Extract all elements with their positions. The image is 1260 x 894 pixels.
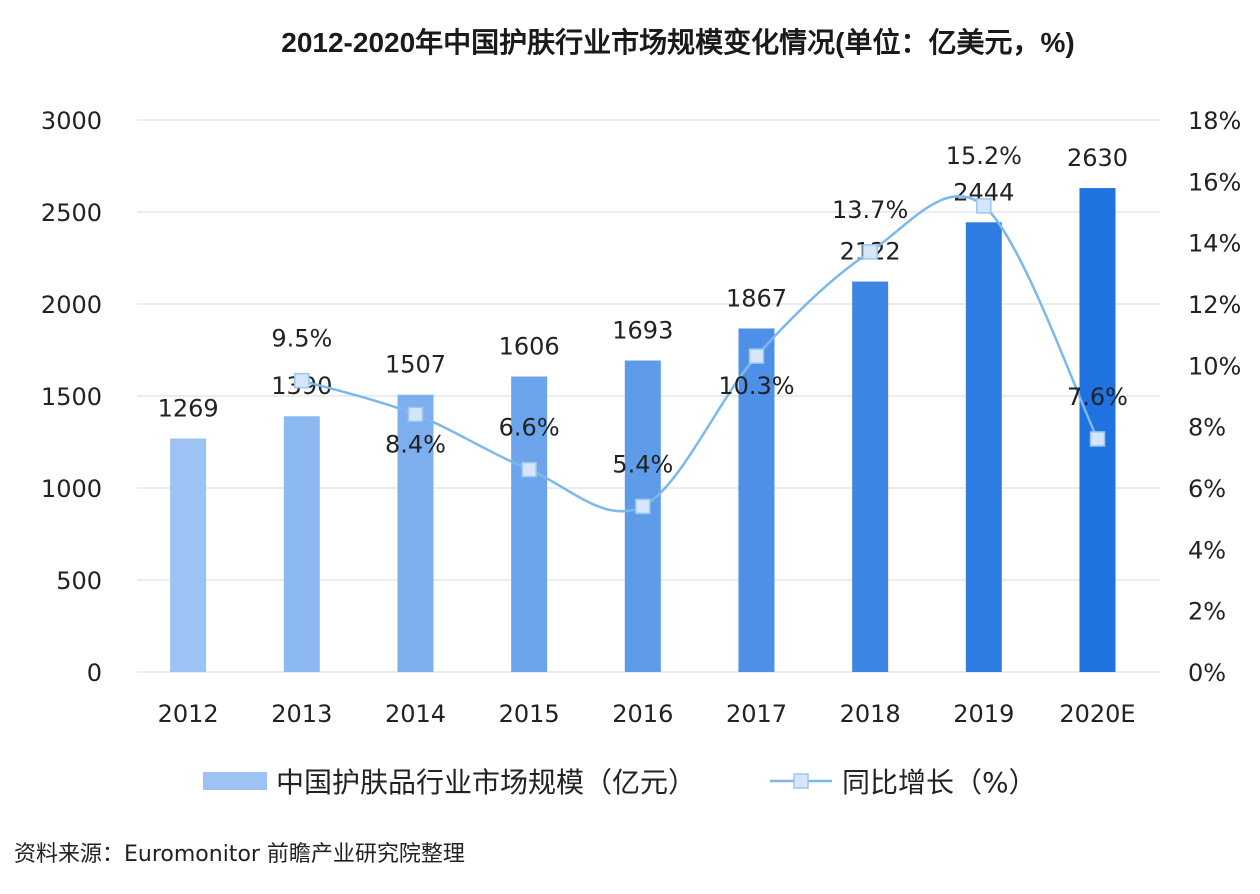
x-tick-label: 2016 bbox=[612, 700, 673, 728]
legend-line-label: 同比增长（%） bbox=[842, 766, 1037, 799]
bar-2019 bbox=[965, 222, 1002, 672]
right-tick-label: 6% bbox=[1188, 475, 1226, 503]
bar-value-label: 1606 bbox=[499, 332, 560, 360]
growth-value-label: 8.4% bbox=[385, 430, 446, 458]
chart-title: 2012-2020年中国护肤行业市场规模变化情况(单位：亿美元，%) bbox=[281, 26, 1074, 58]
bar-2018 bbox=[852, 281, 889, 672]
growth-marker-2018 bbox=[862, 244, 878, 260]
growth-value-label: 10.3% bbox=[718, 372, 794, 400]
left-tick-label: 500 bbox=[56, 567, 102, 595]
bar-value-label: 1693 bbox=[612, 316, 673, 344]
right-tick-label: 14% bbox=[1188, 230, 1241, 258]
legend-line-marker bbox=[793, 773, 809, 789]
bar-2016 bbox=[624, 360, 661, 672]
left-tick-label: 2000 bbox=[41, 291, 102, 319]
growth-value-label: 15.2% bbox=[946, 142, 1022, 170]
legend-bar-label: 中国护肤品行业市场规模（亿元） bbox=[276, 766, 696, 799]
growth-marker-2019 bbox=[976, 198, 992, 214]
right-tick-label: 0% bbox=[1188, 659, 1226, 687]
growth-value-label: 7.6% bbox=[1067, 383, 1128, 411]
bar-2017 bbox=[738, 328, 775, 672]
growth-value-label: 9.5% bbox=[271, 325, 332, 353]
growth-marker-2014 bbox=[407, 406, 424, 423]
left-tick-label: 1500 bbox=[41, 383, 102, 411]
bar-value-label: 1507 bbox=[385, 351, 446, 379]
growth-marker-2013 bbox=[294, 372, 310, 389]
right-tick-label: 18% bbox=[1188, 107, 1241, 135]
x-tick-label: 2019 bbox=[953, 700, 1014, 728]
right-tick-label: 12% bbox=[1188, 291, 1241, 319]
right-tick-label: 10% bbox=[1188, 352, 1241, 380]
right-tick-label: 8% bbox=[1188, 414, 1226, 442]
x-tick-label: 2015 bbox=[499, 700, 560, 728]
right-tick-label: 2% bbox=[1188, 598, 1226, 626]
growth-marker-2016 bbox=[635, 498, 651, 515]
left-tick-label: 1000 bbox=[41, 475, 102, 503]
x-tick-label: 2014 bbox=[385, 700, 446, 728]
growth-value-label: 5.4% bbox=[612, 450, 673, 478]
growth-value-label: 6.6% bbox=[499, 414, 560, 442]
bar-value-label: 2630 bbox=[1067, 144, 1128, 172]
growth-marker-2015 bbox=[521, 461, 537, 478]
growth-value-label: 13.7% bbox=[832, 196, 908, 224]
bar-value-label: 1867 bbox=[726, 284, 787, 312]
source-note: 资料来源：Euromonitor 前瞻产业研究院整理 bbox=[14, 842, 465, 867]
bar-2020E bbox=[1079, 188, 1116, 672]
x-tick-label: 2013 bbox=[271, 700, 332, 728]
right-tick-label: 16% bbox=[1188, 168, 1241, 196]
right-tick-label: 4% bbox=[1188, 536, 1226, 564]
bar-2014 bbox=[397, 394, 434, 672]
legend-bar-swatch bbox=[203, 772, 267, 790]
growth-marker-2020E bbox=[1089, 431, 1106, 447]
bar-2013 bbox=[283, 416, 320, 672]
x-tick-label: 2018 bbox=[840, 700, 901, 728]
bar-value-label: 1269 bbox=[158, 395, 219, 423]
x-tick-label: 2020E bbox=[1059, 700, 1135, 728]
left-tick-label: 3000 bbox=[41, 107, 102, 135]
growth-marker-2017 bbox=[748, 348, 765, 364]
left-tick-label: 0 bbox=[87, 659, 102, 687]
x-tick-label: 2012 bbox=[158, 700, 219, 728]
x-tick-label: 2017 bbox=[726, 700, 787, 728]
bar-2012 bbox=[170, 438, 207, 672]
bar-2015 bbox=[511, 376, 548, 672]
left-tick-label: 2500 bbox=[41, 199, 102, 227]
